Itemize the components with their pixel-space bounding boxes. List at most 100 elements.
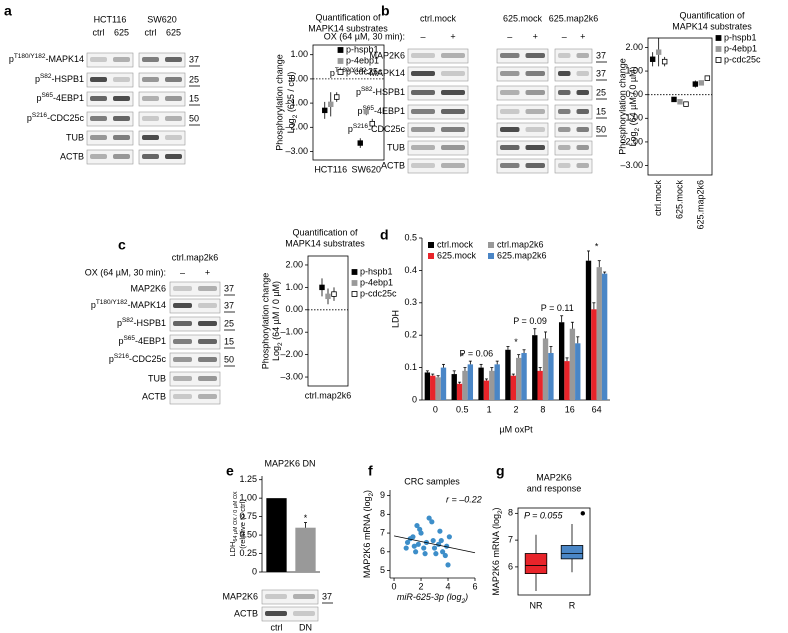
dot bbox=[331, 291, 337, 297]
blot-frame bbox=[554, 48, 593, 64]
band bbox=[165, 116, 182, 121]
y-tick-label: –3.00 bbox=[620, 160, 643, 170]
y-axis-label-part: (64 µM / 0 µM) bbox=[271, 281, 281, 342]
blot-frame bbox=[407, 158, 469, 174]
band bbox=[441, 145, 465, 150]
y-axis-label-part: ) bbox=[491, 507, 501, 510]
band bbox=[500, 109, 520, 114]
mw-marker: 37 bbox=[322, 591, 332, 601]
band bbox=[173, 303, 192, 308]
y-tick-label: –2.00 bbox=[280, 349, 303, 359]
box bbox=[524, 553, 548, 574]
point bbox=[429, 519, 435, 525]
bar bbox=[451, 374, 457, 400]
x-tick-label: 0 bbox=[392, 581, 397, 591]
blot-frame bbox=[554, 122, 593, 138]
band bbox=[558, 53, 571, 58]
blot-frame bbox=[407, 104, 469, 120]
point bbox=[413, 549, 419, 555]
blot-frame bbox=[169, 389, 221, 405]
bar bbox=[489, 370, 495, 400]
bar bbox=[478, 367, 484, 400]
band bbox=[113, 77, 130, 82]
band bbox=[525, 90, 545, 95]
band bbox=[525, 163, 545, 168]
annotation: * bbox=[304, 513, 308, 523]
legend-label: 625.mock bbox=[437, 250, 477, 260]
band bbox=[198, 357, 217, 362]
band bbox=[525, 53, 545, 58]
row-label-part: S65 bbox=[123, 335, 135, 342]
panel-label: b bbox=[381, 3, 390, 19]
blot-frame bbox=[86, 149, 134, 165]
band bbox=[558, 127, 571, 132]
band bbox=[558, 109, 571, 114]
lane-label: + bbox=[450, 31, 455, 41]
mw-marker: 50 bbox=[224, 354, 234, 364]
y-tick-label: 0.75 bbox=[239, 511, 257, 521]
bar bbox=[440, 367, 447, 400]
blot-frame bbox=[496, 140, 549, 156]
y-tick-label: 1.25 bbox=[239, 474, 257, 484]
point bbox=[404, 539, 411, 546]
band bbox=[558, 90, 571, 95]
point bbox=[433, 551, 439, 557]
blot-frame bbox=[138, 149, 186, 165]
row-label-part: p bbox=[9, 54, 14, 64]
blot-frame bbox=[138, 111, 186, 127]
band bbox=[113, 135, 130, 140]
bar bbox=[505, 349, 511, 400]
y-axis-label-part: 2 bbox=[497, 510, 504, 514]
band bbox=[173, 321, 192, 326]
chart-title: CRC samples bbox=[404, 476, 460, 486]
chart-title: MAP2K6 DN bbox=[264, 458, 315, 468]
band bbox=[198, 339, 217, 344]
y-axis-label-part: 2 bbox=[292, 114, 299, 118]
y-axis-label: LDH64 µM OX / 0 µM OX bbox=[228, 491, 239, 557]
band bbox=[90, 77, 107, 82]
panel-label: a bbox=[4, 3, 12, 19]
legend-label: p-4ebp1 bbox=[346, 55, 379, 65]
lane-label: 625 bbox=[166, 27, 181, 37]
row-label-part: S216 bbox=[114, 353, 130, 360]
band bbox=[265, 594, 287, 599]
row-label-part: -MAPK14 bbox=[45, 54, 84, 64]
point bbox=[418, 530, 424, 536]
annotation: * bbox=[514, 337, 518, 347]
row-label: pT180/Y182-MAPK14 bbox=[91, 299, 166, 310]
y-tick-label: 0.00 bbox=[285, 304, 303, 314]
dot bbox=[328, 101, 334, 108]
mw-marker: 37 bbox=[596, 68, 606, 78]
row-label-part: S82 bbox=[361, 86, 373, 93]
band bbox=[198, 303, 217, 308]
band bbox=[576, 127, 589, 132]
y-axis-label: Log2 (625 / ctrl) bbox=[286, 72, 299, 134]
band bbox=[441, 109, 465, 114]
y-tick-label: 5 bbox=[380, 565, 385, 575]
x-tick-label: ctrl.mock bbox=[653, 180, 663, 217]
y-axis-label-part: 2 bbox=[634, 127, 641, 131]
panel-label: c bbox=[118, 237, 126, 253]
y-axis-label: Phosphorylation change bbox=[260, 273, 270, 370]
blot-frame bbox=[407, 140, 469, 156]
y-axis-label-part: Log bbox=[271, 346, 281, 361]
dot bbox=[363, 108, 369, 115]
point bbox=[403, 545, 409, 551]
band bbox=[558, 163, 571, 168]
x-tick-label: ctrl bbox=[271, 622, 283, 632]
y-tick-label: 0 bbox=[412, 394, 417, 404]
blot-frame bbox=[554, 140, 593, 156]
row-label: pS65-4EBP1 bbox=[118, 335, 166, 346]
box bbox=[560, 545, 584, 560]
band bbox=[90, 57, 107, 62]
band bbox=[165, 96, 182, 101]
row-label-part: S65 bbox=[362, 105, 374, 112]
x-axis-label: µM oxPt bbox=[499, 424, 533, 434]
row-label-part: -4EBP1 bbox=[135, 336, 166, 346]
legend-marker bbox=[488, 253, 494, 259]
bar bbox=[585, 260, 592, 400]
annotation: P = 0.055 bbox=[524, 510, 563, 520]
band bbox=[142, 154, 159, 159]
dot bbox=[692, 81, 699, 87]
